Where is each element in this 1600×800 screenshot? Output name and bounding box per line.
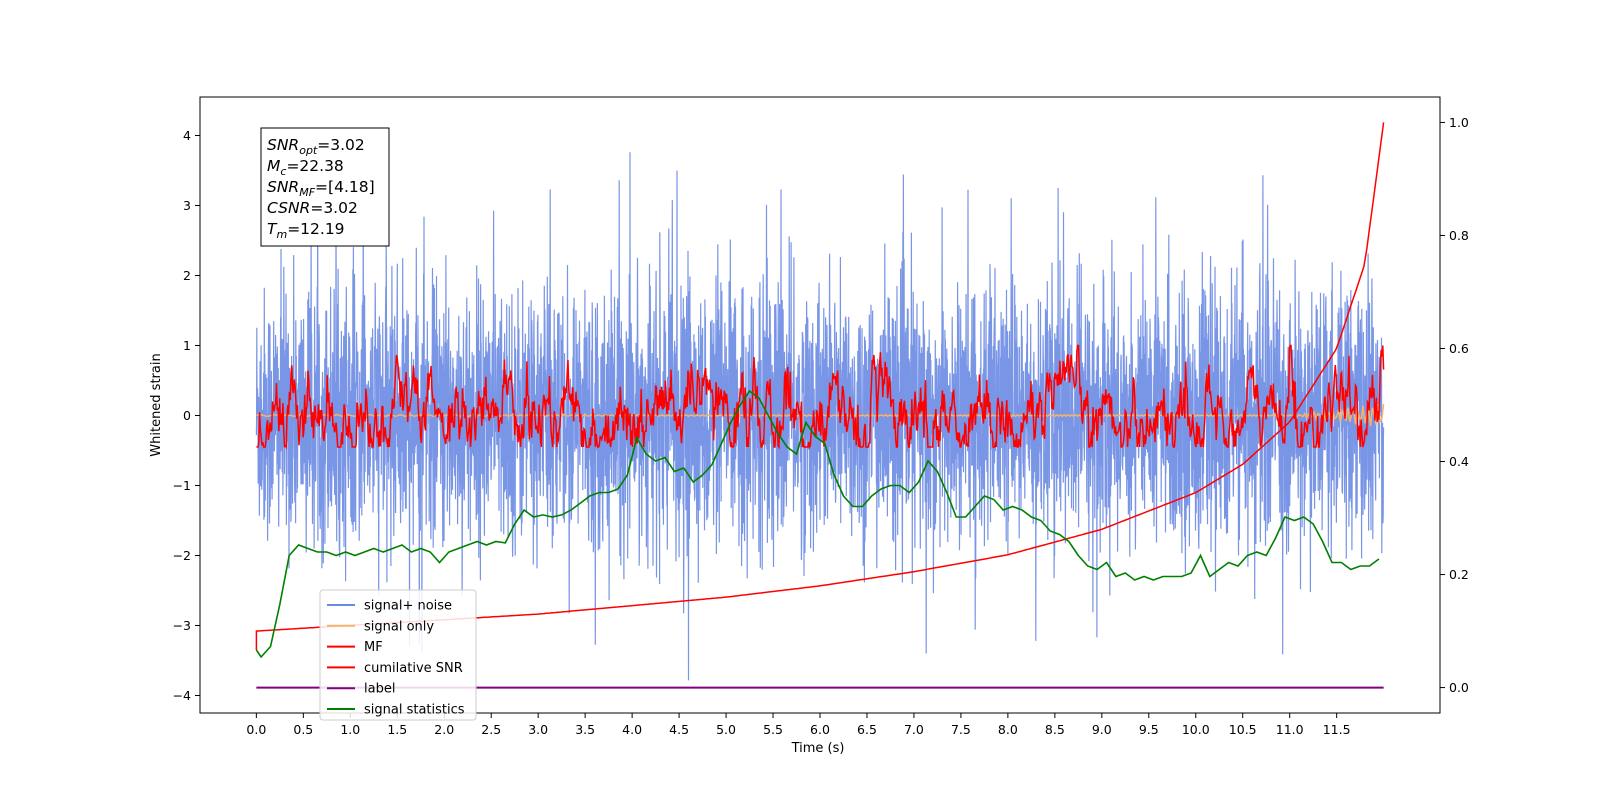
legend-label: signal only (364, 619, 434, 634)
annotation-line: SNRopt=3.02 (267, 136, 365, 157)
annotation-line: Tm=12.19 (267, 220, 345, 241)
legend-label: signal statistics (364, 703, 465, 718)
x-tick-label: 10.0 (1182, 722, 1210, 737)
x-tick-label: 8.0 (998, 722, 1018, 737)
series-signal-statistics (255, 389, 1380, 659)
x-tick-label: 2.5 (481, 722, 501, 737)
x-tick-label: 1.0 (340, 722, 360, 737)
y-right-tick-label: 0.6 (1449, 341, 1469, 356)
annotation-line: Mc=22.38 (267, 157, 344, 178)
plot-frame (199, 96, 1441, 714)
x-tick-label: 3.5 (575, 722, 595, 737)
x-tick-label: 9.0 (1092, 722, 1112, 737)
x-tick-label: 5.0 (716, 722, 736, 737)
x-tick-label: 2.0 (434, 722, 454, 737)
x-tick-label: 7.0 (904, 722, 924, 737)
y-right-tick-label: 1.0 (1449, 115, 1469, 130)
y-left-tick-label: −2 (173, 548, 191, 563)
y-right-tick-label: 0.4 (1449, 454, 1469, 469)
x-tick-label: 6.0 (810, 722, 830, 737)
x-tick-label: 5.5 (763, 722, 783, 737)
tick-layer: 0.0 0.5 1.0 1.5 2.0 2.5 3.0 3.5 4.0 4.5 5.0 5.5 6.0 6… (173, 115, 1469, 737)
legend-label: MF (364, 640, 383, 655)
y-right-tick-label: 0.2 (1449, 567, 1469, 582)
y-axis-label: Whitened strain (149, 353, 164, 456)
annotation-box: SNRopt=3.02Mc=22.38SNRMF=[4.18]CSNR=3.02… (260, 127, 390, 247)
y-left-tick-label: −1 (173, 478, 191, 493)
y-left-tick-label: 1 (183, 338, 191, 353)
x-tick-label: 6.5 (857, 722, 877, 737)
x-tick-label: 3.0 (528, 722, 548, 737)
y-right-tick-label: 0.0 (1449, 680, 1469, 695)
y-left-tick-label: 3 (183, 198, 191, 213)
series-signal-noise (255, 152, 1385, 681)
y-left-tick-label: −3 (173, 618, 191, 633)
x-axis-label: Time (s) (791, 741, 845, 756)
legend-label: cumilative SNR (364, 661, 463, 676)
legend-label: label (364, 682, 395, 697)
y-left-tick-label: 2 (183, 268, 191, 283)
legend-label: signal+ noise (364, 599, 452, 614)
series-mf (256, 344, 1385, 450)
x-tick-label: 8.5 (1045, 722, 1065, 737)
x-tick-label: 4.0 (622, 722, 642, 737)
x-tick-label: 0.0 (246, 722, 266, 737)
annotation-line: SNRMF=[4.18] (267, 178, 375, 199)
annotation-line: CSNR=3.02 (267, 199, 358, 217)
annotation-frame (260, 127, 390, 247)
x-tick-label: 7.5 (951, 722, 971, 737)
x-tick-label: 1.5 (387, 722, 407, 737)
x-tick-label: 9.5 (1139, 722, 1159, 737)
y-left-tick-label: 0 (183, 408, 191, 423)
x-tick-label: 11.0 (1276, 722, 1304, 737)
legend: signal+ noise signal only MF cumilative SNR… (319, 589, 477, 721)
x-tick-label: 11.5 (1323, 722, 1351, 737)
legend-frame (319, 589, 477, 721)
x-tick-label: 0.5 (293, 722, 313, 737)
y-left-tick-label: −4 (173, 688, 191, 703)
y-right-tick-label: 0.8 (1449, 228, 1469, 243)
x-tick-label: 4.5 (669, 722, 689, 737)
y-left-tick-label: 4 (183, 128, 191, 143)
x-tick-label: 10.5 (1229, 722, 1257, 737)
